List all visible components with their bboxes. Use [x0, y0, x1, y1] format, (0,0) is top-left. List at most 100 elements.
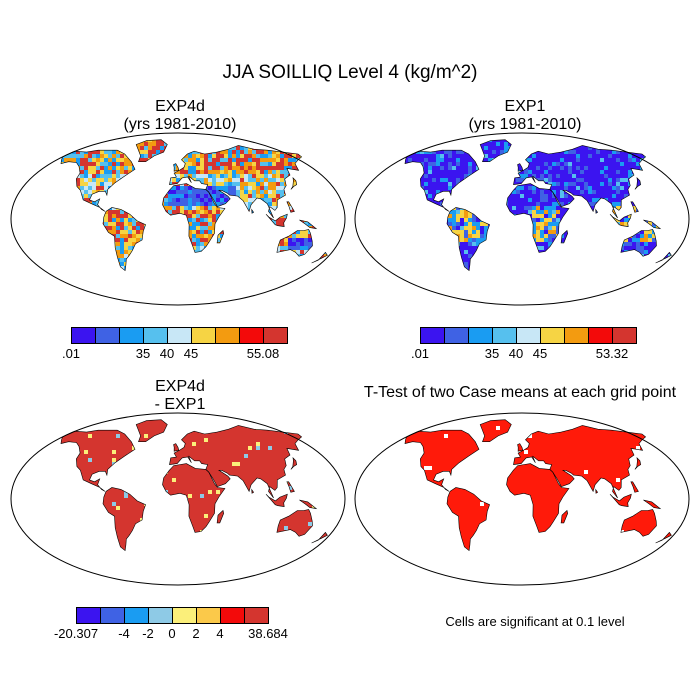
- coastline-philippines: [286, 481, 295, 493]
- panel4-title-line1: T-Test of two Case means at each grid po…: [363, 384, 677, 401]
- coastline-northAmerica: [404, 149, 480, 212]
- coastline-nz: [311, 251, 328, 264]
- colorbar-swatch: [196, 607, 221, 624]
- colorbar-swatch: [76, 607, 101, 624]
- panel1-title: EXP4d (yrs 1981-2010): [20, 98, 340, 134]
- colorbar-tick-label: 40: [508, 346, 524, 361]
- colorbar-tick-label: .01: [61, 346, 81, 361]
- coastline-japan: [290, 177, 298, 190]
- map-border: [354, 412, 690, 586]
- coastline-uk: [173, 163, 180, 172]
- figure-title: JJA SOILLIQ Level 4 (kg/m^2): [222, 62, 478, 83]
- map-border: [354, 132, 690, 306]
- map-difference: [10, 412, 346, 586]
- colorbar-tick-label: 4: [216, 626, 224, 641]
- colorbar-swatch: [244, 607, 269, 624]
- colorbar-swatch: [167, 327, 192, 344]
- colorbar-tick-label: 45: [532, 346, 548, 361]
- colorbar-swatch: [220, 607, 245, 624]
- colorbar-tick-label: -4: [118, 626, 130, 641]
- colorbar-exp4d: [71, 327, 288, 344]
- colorbar-swatch: [564, 327, 589, 344]
- map-border: [10, 132, 346, 306]
- colorbar-swatch: [143, 327, 168, 344]
- colorbar-tick-label: .01: [410, 346, 430, 361]
- colorbar-tick-label: 2: [192, 626, 200, 641]
- coastline-uk: [517, 163, 524, 172]
- coastline-eurasia: [513, 425, 647, 499]
- colorbar-tick-label: 40: [159, 346, 175, 361]
- coastline-japan: [634, 457, 642, 470]
- coastline-sriLanka: [595, 488, 599, 494]
- coastline-sriLanka: [251, 208, 255, 214]
- coastline-australia: [620, 229, 657, 257]
- panel3-title-line1: EXP4d: [155, 378, 205, 395]
- coastline-indonesia: [265, 213, 288, 227]
- coastline-northAmerica: [404, 429, 480, 492]
- coastline-madagascar: [216, 509, 225, 524]
- coastline-greenland: [479, 139, 512, 162]
- colorbar-swatch: [100, 607, 125, 624]
- colorbar-swatch: [540, 327, 565, 344]
- colorbar-tick-label: 38.684: [248, 626, 288, 641]
- colorbar-exp1: [420, 327, 637, 344]
- map-ttest: [354, 412, 690, 586]
- coastline-australia: [620, 509, 657, 537]
- coastline-indonesia: [265, 493, 288, 507]
- coastline-southAmerica: [102, 487, 146, 552]
- coastline-philippines: [630, 481, 639, 493]
- coastline-northAmerica: [60, 429, 136, 492]
- coastline-northAmerica: [60, 149, 136, 212]
- coastline-uk: [517, 443, 524, 452]
- coastline-sriLanka: [251, 488, 255, 494]
- panel2-title: EXP1 (yrs 1981-2010): [365, 98, 685, 134]
- coastline-indonesia: [609, 213, 632, 227]
- coastline-greenland: [479, 419, 512, 442]
- colorbar-swatch: [492, 327, 517, 344]
- colorbar-tick-label: 35: [484, 346, 500, 361]
- coastline-greenland: [135, 419, 168, 442]
- coastline-newGuinea: [299, 219, 318, 230]
- colorbar-swatch: [191, 327, 216, 344]
- coastline-philippines: [286, 201, 295, 213]
- map-exp1: [354, 132, 690, 306]
- panel1-title-line2: (yrs 1981-2010): [123, 116, 237, 133]
- colorbar-swatch: [420, 327, 445, 344]
- coastline-sriLanka: [595, 208, 599, 214]
- coastline-australia: [276, 509, 313, 537]
- colorbar-swatch: [444, 327, 469, 344]
- colorbar-swatch: [263, 327, 288, 344]
- coastline-japan: [290, 457, 298, 470]
- colorbar-tick-label: 35: [135, 346, 151, 361]
- coastline-southAmerica: [446, 207, 490, 272]
- coastline-nz: [655, 531, 672, 544]
- coastline-australia: [276, 229, 313, 257]
- coastline-africa: [506, 183, 570, 253]
- coastline-nz: [311, 531, 328, 544]
- panel2-title-line2: (yrs 1981-2010): [468, 116, 582, 133]
- panel3-title-line2: - EXP1: [154, 396, 206, 413]
- colorbar-swatch: [124, 607, 149, 624]
- colorbar-swatch: [172, 607, 197, 624]
- coastline-newGuinea: [299, 499, 318, 510]
- colorbar-swatch: [612, 327, 637, 344]
- coastline-philippines: [630, 201, 639, 213]
- coastline-madagascar: [560, 509, 569, 524]
- colorbar-swatch: [516, 327, 541, 344]
- coastline-eurasia: [169, 145, 303, 219]
- colorbar-tick-label: 53.32: [595, 346, 629, 361]
- colorbar-tick-label: -2: [142, 626, 154, 641]
- coastline-southAmerica: [446, 487, 490, 552]
- coastline-japan: [634, 177, 642, 190]
- colorbar-swatch: [215, 327, 240, 344]
- colorbar-swatch: [95, 327, 120, 344]
- panel2-title-line1: EXP1: [504, 98, 546, 115]
- coastline-greenland: [135, 139, 168, 162]
- coastline-madagascar: [560, 229, 569, 244]
- colorbar-swatch: [119, 327, 144, 344]
- colorbar-swatch: [71, 327, 96, 344]
- colorbar-swatch: [239, 327, 264, 344]
- colorbar-swatch: [588, 327, 613, 344]
- panel1-title-line1: EXP4d: [155, 98, 205, 115]
- colorbar-swatch: [468, 327, 493, 344]
